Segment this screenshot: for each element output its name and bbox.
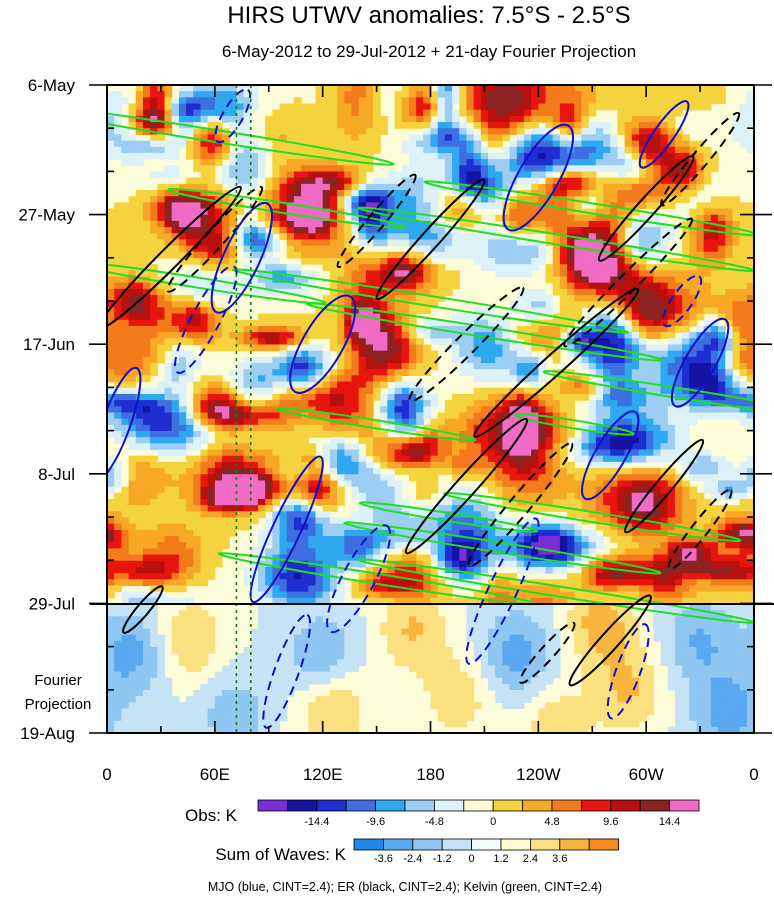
y-tick-label: 17-Jun [23,335,75,354]
chart-title: HIRS UTWV anomalies: 7.5°S - 2.5°S [227,2,630,29]
observed-anomaly-field [107,85,755,605]
x-tick-label: 60E [200,765,230,784]
obs-colorbar-label: Obs: K [185,806,238,825]
colorbar-swatch [383,839,412,850]
colorbar-tick-label: 2.4 [523,853,538,865]
colorbar-swatch [434,800,463,811]
colorbar-swatch [589,839,618,850]
colorbar-tick-label: 14.4 [659,816,680,828]
colorbar-tick-label: -14.4 [304,816,329,828]
colorbar-swatch [376,800,405,811]
colorbar-swatch [611,800,640,811]
y-tick-label: 6-May [28,76,76,95]
projection-label-line-2: Projection [25,696,92,713]
colorbar-swatch [670,800,699,811]
colorbar-swatch [413,839,442,850]
x-tick-label: 120W [516,765,560,784]
colorbar-swatch [354,839,383,850]
x-tick-label: 60W [629,765,664,784]
colorbar-tick-label: 0 [490,816,496,828]
colorbar-swatch [317,800,346,811]
colorbar-swatch [523,800,552,811]
colorbar-swatch [472,839,501,850]
chart-subtitle: 6-May-2012 to 29-Jul-2012 + 21-day Fouri… [222,42,636,61]
colorbar-swatch [287,800,316,811]
colorbar-swatch [640,800,669,811]
colorbar-tick-label: -9.6 [366,816,385,828]
x-tick-label: 0 [749,765,758,784]
colorbar-swatch [560,839,589,850]
colorbar-swatch [530,839,559,850]
colorbar-tick-label: 9.6 [603,816,618,828]
colorbar-swatch [258,800,287,811]
colorbar-swatch [581,800,610,811]
colorbar-swatch [552,800,581,811]
waves-colorbar-label: Sum of Waves: K [215,845,346,864]
y-tick-label: 29-Jul [29,594,75,613]
colorbar-tick-label: 3.6 [552,853,567,865]
colorbar-tick-label: -2.4 [403,853,422,865]
colorbar-swatch [501,839,530,850]
y-tick-label: 19-Aug [20,724,75,743]
y-tick-label: 27-May [18,206,75,225]
legend-footnote: MJO (blue, CINT=2.4); ER (black, CINT=2.… [208,880,602,894]
colorbar-tick-label: 0 [469,853,475,865]
x-axis-labels: 0 60E 120E 180 120W 60W 0 [102,765,758,784]
y-axis-labels: 6-May 27-May 17-Jun 8-Jul 29-Jul 19-Aug [18,76,75,743]
waves-colorbar: Sum of Waves: K -3.6 -2.4 -1.2 0 1.2 2.4 3.6 [215,839,618,865]
colorbar-tick-label: 1.2 [493,853,508,865]
x-tick-label: 0 [102,765,111,784]
y-tick-label: 8-Jul [38,465,75,484]
colorbar-swatch [442,839,471,850]
x-tick-label: 120E [303,765,343,784]
colorbar-tick-label: -1.2 [433,853,452,865]
plot-area [17,85,774,734]
colorbar-tick-label: -3.6 [374,853,393,865]
colorbar-tick-label: -4.8 [425,816,444,828]
colorbar-swatch [464,800,493,811]
colorbar-swatch [346,800,375,811]
projection-label-line-1: Fourier [34,672,82,689]
x-tick-label: 180 [416,765,444,784]
colorbar-swatch [493,800,522,811]
colorbar-tick-label: 4.8 [544,816,559,828]
colorbar-swatch [405,800,434,811]
obs-colorbar: Obs: K -14.4 -9.6 -4.8 0 4.8 9.6 14.4 [185,800,699,828]
